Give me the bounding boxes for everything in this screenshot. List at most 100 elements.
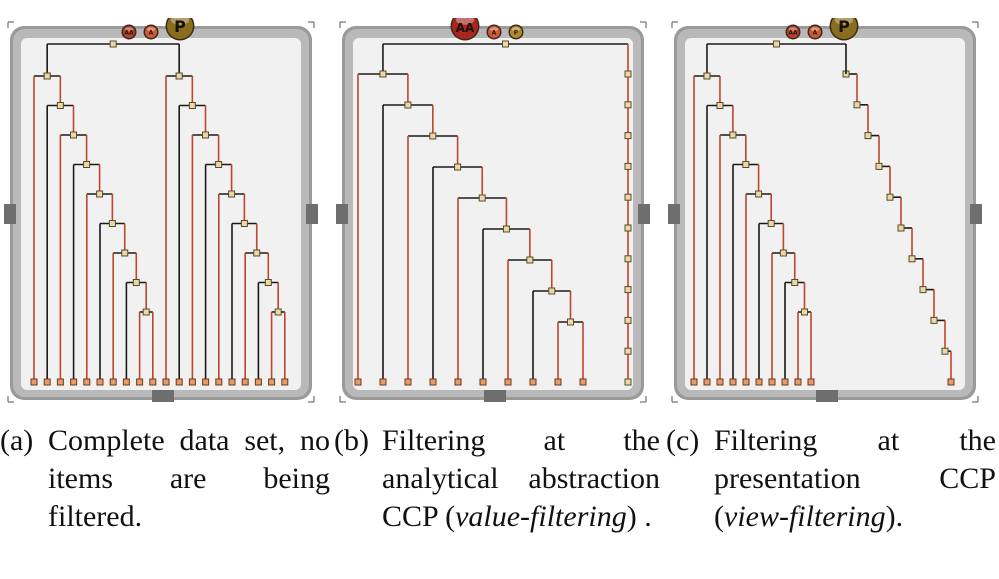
left-handle-c <box>668 204 680 224</box>
leaf-node <box>529 378 537 386</box>
tree-node <box>404 101 412 109</box>
caption-c-label: (c) <box>666 424 700 457</box>
stair-node <box>919 286 927 294</box>
caption-a-label: (a) <box>0 424 34 457</box>
inner-canvas-b <box>353 38 633 390</box>
stair-node <box>864 132 872 140</box>
bottom-handle-c <box>816 390 838 402</box>
badge-disc <box>452 18 478 39</box>
badge-label: AA <box>456 21 475 35</box>
tree-node <box>454 163 462 171</box>
collapsed-node <box>624 101 632 109</box>
leaf-node <box>83 378 91 386</box>
right-handle-b <box>638 204 650 224</box>
collapsed-node <box>624 316 632 324</box>
caption-b-italic: value-filtering <box>455 500 627 533</box>
badge-highlight <box>124 27 134 32</box>
tree-node <box>801 308 808 316</box>
frame-c <box>668 21 982 403</box>
badge-highlight <box>146 27 156 32</box>
badge-highlight <box>511 27 521 32</box>
leaf-node <box>504 378 512 386</box>
tree-node <box>274 308 282 316</box>
badge-disc <box>787 26 799 38</box>
tree-node <box>526 256 534 264</box>
leaf-node <box>703 378 711 386</box>
dendrogram-a: AA A P <box>4 18 318 403</box>
badge-p-icon: P <box>829 18 859 41</box>
leaf-node <box>215 378 223 386</box>
tree-node <box>69 131 77 139</box>
badge-disc <box>167 18 193 39</box>
leaf-node <box>404 378 412 386</box>
tree-node <box>429 132 437 140</box>
tree-node <box>108 220 116 227</box>
stair-node <box>941 347 949 355</box>
tree-node <box>96 190 104 198</box>
leaf-node <box>768 378 776 386</box>
bottom-handle-a <box>152 390 174 402</box>
tree-node <box>201 131 209 139</box>
leaf-node <box>716 378 724 386</box>
tree-node <box>779 249 787 257</box>
badge-p-icon: P <box>165 18 195 41</box>
leaf-node <box>429 378 437 386</box>
badge-p-icon: P <box>508 24 524 40</box>
tree-node <box>791 279 799 286</box>
badges-b: AA A P <box>450 18 524 41</box>
collapsed-node <box>624 193 632 201</box>
tree-node <box>379 70 387 78</box>
leaf-node <box>454 378 462 386</box>
collapsed-node <box>624 255 632 263</box>
leaf-node <box>175 378 183 386</box>
tree-node <box>175 72 183 80</box>
dendrogram-b: AA A P <box>336 18 650 403</box>
badge-disc <box>488 26 500 38</box>
caption-a-text: Complete data set, no items are being fi… <box>48 424 330 533</box>
leaf-node <box>354 378 362 386</box>
panel-c: AA A P <box>668 18 982 406</box>
left-handle-a <box>4 204 16 224</box>
caption-c-text: Filtering at the presentation CCP ( <box>714 424 996 533</box>
badge-label: P <box>838 18 850 36</box>
frame-a <box>4 21 318 403</box>
panel-b: AA A P <box>336 18 650 406</box>
tree-node <box>142 308 150 316</box>
tree-node <box>548 287 556 295</box>
badge-label: AA <box>788 30 798 37</box>
leaf-node <box>122 378 130 386</box>
badge-highlight <box>834 18 854 25</box>
leaf-node <box>149 378 157 386</box>
tree-node <box>215 161 223 168</box>
badge-aa-icon: AA <box>785 24 801 40</box>
root-node <box>501 40 509 48</box>
badge-highlight <box>788 27 798 32</box>
root-node <box>772 40 780 48</box>
badge-highlight <box>170 18 190 25</box>
badge-a-icon: A <box>807 24 823 40</box>
leaf-node <box>781 378 789 386</box>
tree-node <box>703 72 711 80</box>
tree-node <box>132 279 140 286</box>
leaf-node <box>281 378 289 386</box>
panel-a: AA A P <box>4 18 318 406</box>
leaf-node <box>729 378 737 386</box>
tree-node <box>253 249 261 257</box>
collapsed-node <box>624 224 632 232</box>
stair-node <box>897 224 905 232</box>
badges-a: AA A P <box>121 18 195 41</box>
stair-node <box>930 316 938 324</box>
tree-node <box>264 279 272 286</box>
badge-aa-icon: AA <box>121 24 137 40</box>
tree-node <box>188 102 196 109</box>
tree-b <box>354 40 632 386</box>
leaf-node <box>136 378 144 386</box>
stair-node <box>908 255 916 263</box>
leaf-node <box>254 378 262 386</box>
leaf-node <box>268 378 276 386</box>
badge-disc <box>510 26 522 38</box>
badge-label: A <box>492 30 497 37</box>
leaf-node <box>947 378 955 386</box>
badge-label: A <box>813 30 818 37</box>
badge-disc <box>145 26 157 38</box>
